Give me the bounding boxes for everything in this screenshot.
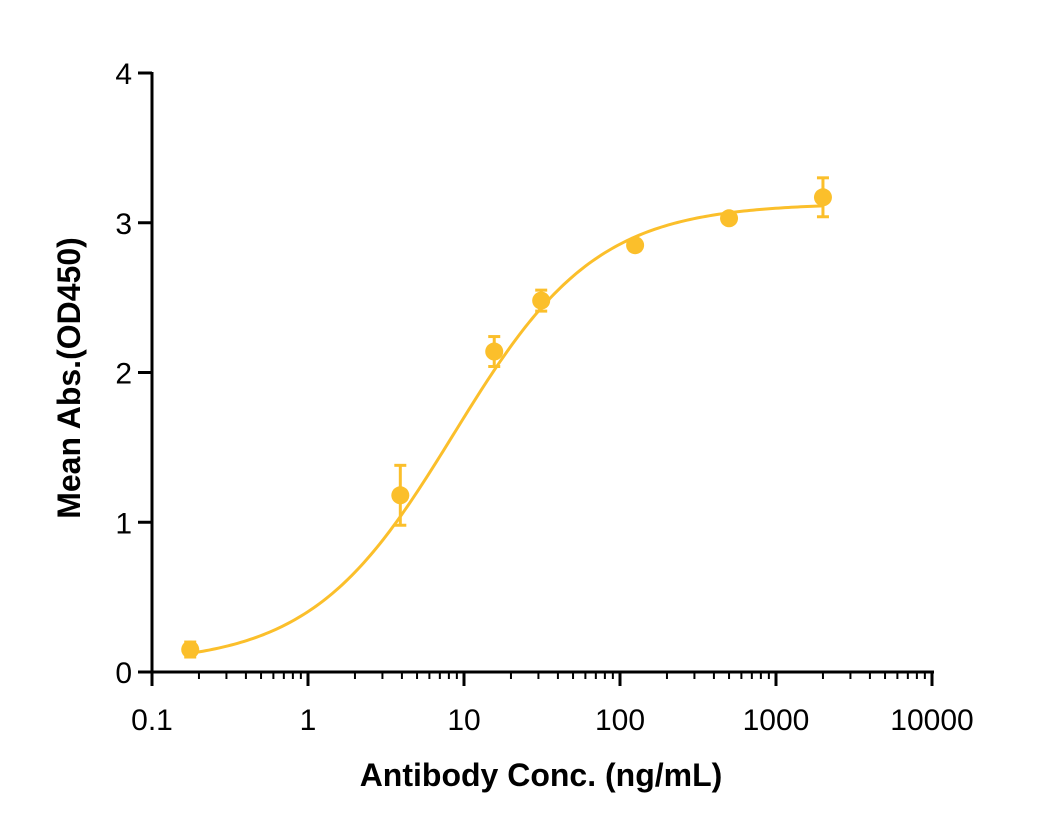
data-point xyxy=(391,486,410,505)
y-tick-label: 0 xyxy=(115,657,132,690)
y-axis-title: Mean Abs.(OD450) xyxy=(51,237,87,519)
x-tick-label: 10 xyxy=(447,704,480,737)
y-tick-label: 3 xyxy=(115,208,132,241)
data-point xyxy=(720,209,739,228)
plot-area xyxy=(181,176,832,659)
y-tick-label: 1 xyxy=(115,507,132,540)
y-ticks: 0 1 2 3 4 xyxy=(115,58,152,690)
data-point xyxy=(485,342,504,361)
data-point xyxy=(181,640,200,659)
x-axis-title: Antibody Conc. (ng/mL) xyxy=(360,757,723,793)
data-point xyxy=(626,236,645,255)
y-tick-label: 2 xyxy=(115,358,132,391)
fit-curve xyxy=(189,204,824,655)
axes xyxy=(150,72,934,674)
x-tick-label: 1 xyxy=(300,704,317,737)
y-tick-label: 4 xyxy=(115,58,132,91)
x-tick-label: 0.1 xyxy=(131,704,173,737)
data-point xyxy=(532,291,551,310)
x-tick-label: 10000 xyxy=(890,704,973,737)
x-tick-label: 1000 xyxy=(743,704,810,737)
data-point xyxy=(813,188,832,207)
x-ticks: 0.1 1 10 100 1000 10000 xyxy=(131,672,974,737)
x-tick-label: 100 xyxy=(595,704,645,737)
